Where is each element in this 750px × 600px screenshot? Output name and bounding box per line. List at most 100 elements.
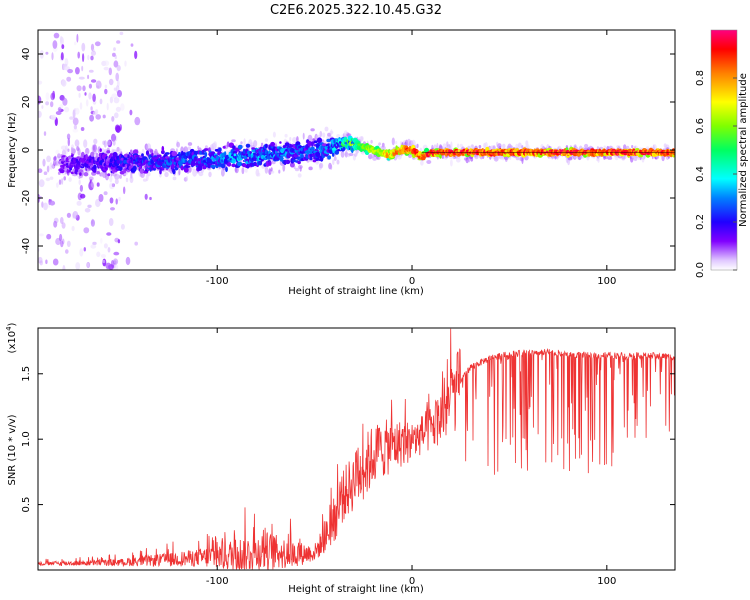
spectrum-halo-blob (372, 155, 378, 161)
spectrum-ridge-blob (122, 163, 126, 167)
spectrum-halo-blob (450, 159, 453, 167)
noise-blob (96, 85, 100, 89)
noise-blob (83, 227, 90, 234)
noise-blob (72, 109, 76, 119)
spectrum-ridge-blob (285, 159, 291, 165)
noise-blob (66, 76, 72, 82)
spectrum-halo-blob (187, 142, 193, 146)
spectrum-halo-blob (213, 141, 218, 149)
noise-blob (53, 220, 58, 228)
spectrum-ridge-blob (180, 165, 184, 171)
noise-blob (45, 51, 49, 55)
noise-blob (72, 211, 79, 219)
spectrum-halo-blob (234, 166, 239, 174)
spectrum-ridge-blob (70, 154, 74, 158)
spectrum-ridge-blob (231, 163, 236, 168)
spectrum-halo-blob (310, 128, 315, 132)
spectrum-ridge-blob (186, 151, 190, 157)
noise-blob (80, 127, 85, 131)
noise-blob (113, 87, 117, 91)
noise-blob (46, 165, 50, 173)
spectrum-halo-blob (147, 172, 151, 177)
noise-blob (109, 182, 115, 190)
spectrum-ridge-blob (310, 146, 315, 151)
noise-blob (134, 241, 138, 246)
noise-blob (89, 114, 94, 122)
noise-blob (60, 217, 64, 224)
noise-blob (82, 85, 86, 92)
noise-blob (62, 97, 68, 106)
noise-blob (117, 90, 122, 98)
spectrum-halo-blob (584, 143, 589, 149)
spectrum-halo-blob (176, 141, 181, 148)
noise-blob (84, 92, 87, 96)
spectrum-ridge-blob (304, 150, 310, 154)
spectrum-halo-blob (101, 170, 107, 178)
spectrum-ridge-blob (309, 149, 313, 154)
spectrogram-marks (38, 31, 675, 270)
noise-blob (103, 191, 108, 196)
noise-blob (149, 196, 152, 201)
spectrum-ridge-blob (164, 152, 170, 155)
noise-blob (90, 106, 93, 111)
spectrum-ridge-blob (300, 154, 304, 159)
noise-blob (79, 248, 84, 257)
spectrum-halo-blob (474, 155, 479, 160)
noise-blob (78, 76, 85, 80)
noise-blob (111, 133, 116, 142)
spectrum-ridge-blob (321, 154, 325, 159)
spectrum-halo-blob (465, 157, 469, 164)
spectrum-ridge-blob (139, 168, 144, 174)
spectrum-halo-blob (240, 141, 243, 145)
noise-blob (59, 233, 63, 242)
spectrum-ridge-blob (289, 143, 293, 149)
spectrum-halo-blob (471, 144, 474, 148)
spectrum-ridge-blob (83, 157, 87, 160)
spectrum-halo-blob (457, 143, 460, 149)
noise-blob (88, 69, 94, 73)
spectrum-ridge-blob (210, 151, 216, 155)
noise-blob (90, 79, 97, 83)
y-tick-label: 20 (21, 96, 32, 109)
spectrum-ridge-blob (161, 145, 165, 152)
spectrum-halo-blob (395, 141, 398, 145)
spectrum-ridge-blob (142, 162, 146, 166)
noise-blob (96, 182, 100, 187)
spectrum-ridge-blob (279, 155, 284, 162)
noise-blob (38, 179, 45, 188)
spectrum-halo-blob (268, 168, 272, 176)
noise-blob (129, 109, 133, 116)
spectrum-halo-blob (319, 162, 324, 169)
spectrum-halo-blob (631, 145, 634, 149)
colorbar-ticks: 0.0 0.2 0.4 0.6 0.8 (695, 70, 737, 278)
noise-blob (108, 218, 114, 226)
noise-blob (119, 31, 124, 36)
spectrum-halo-blob (416, 143, 419, 149)
noise-blob (41, 105, 44, 109)
noise-blob (74, 41, 77, 46)
noise-blob (74, 107, 80, 115)
spectrum-halo-blob (420, 160, 424, 166)
spectrum-halo-blob (204, 145, 208, 149)
spectrum-halo-blob (244, 168, 248, 173)
noise-blob (93, 138, 98, 145)
spectrum-halo-blob (450, 141, 453, 150)
noise-blob (92, 93, 96, 103)
spectrum-halo-blob (103, 140, 107, 148)
spectrum-ridge-blob (132, 149, 139, 155)
noise-blob (50, 116, 57, 121)
noise-blob (52, 90, 55, 100)
spectrum-halo-blob (243, 138, 246, 146)
noise-blob (98, 194, 104, 202)
spectrum-ridge-blob (207, 163, 211, 169)
noise-blob (60, 240, 64, 248)
spectrum-ridge-blob (83, 172, 89, 177)
colorbar: 0.0 0.2 0.4 0.6 0.8 Normalized spectral ampl… (695, 29, 749, 278)
spectrum-ridge-blob (119, 170, 125, 175)
spectrum-ridge-blob (143, 171, 148, 174)
noise-blob (115, 106, 121, 112)
noise-blob (104, 84, 108, 89)
noise-blob (66, 240, 71, 247)
noise-blob (103, 66, 109, 71)
spectrum-ridge-blob (204, 151, 208, 158)
